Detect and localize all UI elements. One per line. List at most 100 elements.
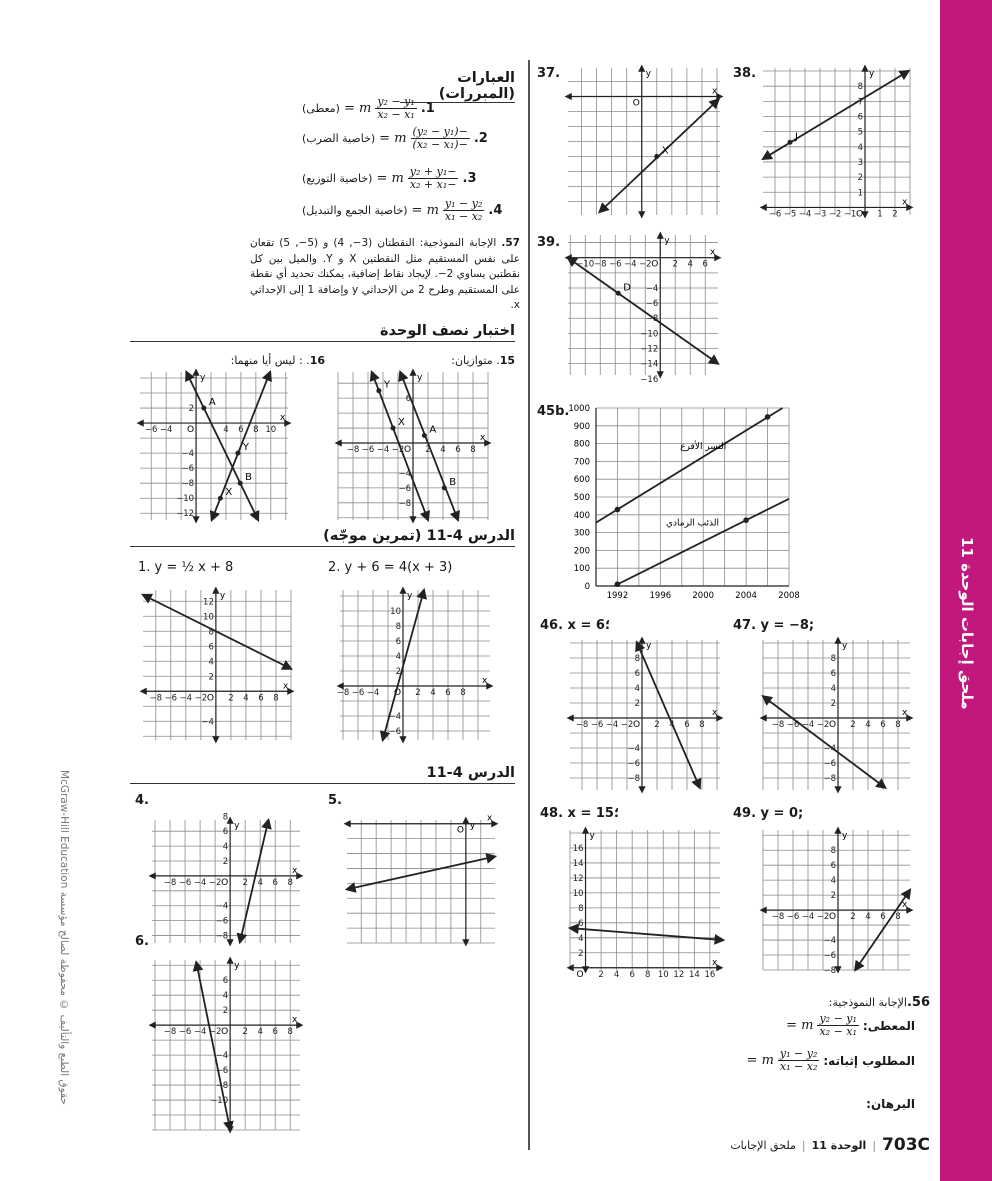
reason: (خاصية التوزيع) (302, 172, 373, 185)
x-tick-label: 2000 (692, 591, 714, 601)
item-46-label: 46. x = 6؛ (540, 618, 611, 633)
x-tick-label: −6 (787, 912, 800, 922)
x-tick-label: −6 (769, 209, 782, 219)
given-label: المعطى: (862, 1018, 915, 1033)
x-tick-label: −8 (594, 260, 607, 270)
y-tick-label: 100 (574, 564, 590, 574)
x-tick-label: −6 (352, 688, 365, 698)
x-tick-label: −4 (377, 445, 390, 455)
origin-label: O (633, 720, 640, 730)
y-tick-label: −8 (823, 966, 836, 976)
x-axis-label: x (487, 814, 493, 824)
graph-line (567, 923, 726, 945)
origin-label: O (577, 970, 584, 980)
x-tick-label: 2 (598, 970, 603, 980)
x-tick-label: 2004 (735, 591, 757, 601)
item-56-intro-text: الإجابة النموذجية: (828, 996, 907, 1009)
page-number: 703C (882, 1135, 930, 1155)
item-39-label: 39. (537, 235, 561, 250)
y-tick-label: −12 (176, 509, 194, 519)
equation-lhs: m = (379, 131, 407, 146)
data-point (743, 517, 749, 523)
x-tick-label: 16 (704, 970, 715, 980)
y-tick-label: −4 (216, 902, 229, 912)
y-tick-label: −6 (388, 727, 401, 737)
y-tick-label: 2 (223, 857, 228, 867)
item-56-given: المعطى: y₂ − y₁ x₂ − x₁ m = (700, 1013, 915, 1038)
point-label: B (449, 477, 456, 488)
y-axis-label: y (470, 821, 476, 831)
y-tick-label: −8 (182, 479, 195, 489)
statement-number: 2. (473, 131, 488, 146)
numerator: y₁ − y₂ (442, 197, 485, 211)
x-tick-label: −5 (784, 209, 797, 219)
y-tick-label: 3 (858, 158, 863, 168)
reason: (معطى) (302, 102, 340, 115)
x-tick-label: −2 (195, 693, 208, 703)
graph-line (566, 256, 720, 365)
denominator: x₂ − x₁ (819, 1025, 857, 1038)
y-tick-label: −10 (176, 494, 194, 504)
origin-label: O (404, 445, 411, 455)
origin-label: O (207, 693, 214, 703)
x-tick-label: −4 (802, 720, 815, 730)
graph-line (141, 593, 293, 670)
y-tick-label: 8 (635, 654, 640, 664)
y-tick-label: 1 (858, 188, 863, 198)
item-number: 16 (309, 354, 325, 367)
y-tick-label: −6 (823, 951, 836, 961)
y-tick-label: −4 (216, 1051, 229, 1061)
y-tick-label: −4 (646, 284, 659, 294)
equation-lhs: m = (376, 171, 404, 186)
footer-unit: الوحدة 11 (811, 1138, 867, 1152)
x-tick-label: 6 (684, 720, 689, 730)
x-tick-label: −4 (802, 912, 815, 922)
y-axis-label: y (646, 641, 652, 651)
x-tick-label: −8 (576, 720, 589, 730)
x-tick-label: 8 (253, 425, 258, 435)
numerator: y₂ − y₁ (375, 95, 417, 109)
y-tick-label: 6 (208, 642, 213, 652)
fraction: y₂ − y₁ x₂ − x₁ (817, 1013, 859, 1038)
x-tick-label: 10 (265, 425, 276, 435)
y-axis-label: y (234, 821, 240, 831)
point-label: X (662, 146, 669, 157)
origin-label: O (651, 260, 658, 270)
graph-point (654, 154, 660, 159)
x-axis-label: x (292, 866, 298, 876)
item-2-label: 2. y + 6 = 4(x + 3) (328, 560, 453, 575)
lesson-guided-heading: الدرس 4-11 (تمرين موجّه) (130, 528, 515, 547)
y-tick-label: 500 (574, 493, 590, 503)
y-tick-label: 300 (574, 529, 590, 539)
x-tick-label: 8 (895, 912, 900, 922)
denominator: x₁ − x₂ (779, 1060, 818, 1073)
x-axis-label: x (902, 708, 908, 718)
footer-separator: | (801, 1138, 806, 1152)
denominator: x₂ − x₁ (377, 108, 415, 121)
origin-label: O (829, 912, 836, 922)
y-tick-label: 800 (574, 440, 590, 450)
statement-number: 3. (462, 171, 477, 186)
graph-line (192, 960, 234, 1133)
item-6-label: 6. (135, 934, 149, 949)
statement-1: 1. y₂ − y₁ x₂ − x₁ m = (معطى) (302, 96, 572, 121)
x-tick-label: 6 (629, 970, 634, 980)
x-tick-label: 6 (238, 425, 243, 435)
coordinate-graph-39: xyO−10 −8 −6 −4 −2 2 4 6−4−6−8−10−12−14−16D (564, 231, 722, 385)
x-tick-label: −4 (624, 260, 637, 270)
x-tick-label: 4 (865, 720, 870, 730)
coordinate-graph-5: x yO (343, 814, 499, 947)
y-axis-label: y (407, 591, 413, 601)
side-band-title: ملحق إجابات الوحدة 11 (958, 537, 976, 710)
x-tick-label: −6 (362, 445, 375, 455)
numerator: −(y₂ − y₁) (410, 125, 470, 139)
graph-line (236, 817, 272, 945)
statements-heading: العبارات (المبررات) (400, 70, 515, 103)
x-tick-label: −1 (844, 209, 857, 219)
x-axis-label: x (283, 681, 289, 691)
graph-point (217, 495, 223, 501)
graph-point (235, 450, 241, 456)
